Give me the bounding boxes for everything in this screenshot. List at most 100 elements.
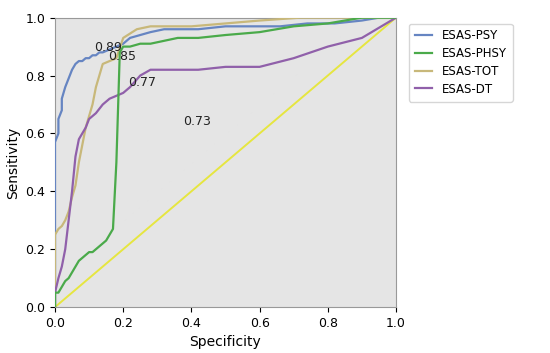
ESAS-DT bbox=[222, 65, 229, 69]
ESAS-PHSY bbox=[103, 238, 109, 243]
X-axis label: Specificity: Specificity bbox=[190, 335, 261, 349]
ESAS-PSY bbox=[250, 24, 256, 29]
ESAS-TOT bbox=[79, 143, 86, 147]
ESAS-TOT bbox=[168, 24, 174, 29]
ESAS-TOT bbox=[52, 233, 58, 237]
Line: ESAS-PHSY: ESAS-PHSY bbox=[55, 18, 396, 307]
ESAS-PSY bbox=[174, 27, 181, 31]
ESAS-PSY bbox=[359, 18, 365, 23]
ESAS-PSY bbox=[161, 27, 167, 31]
ESAS-DT bbox=[126, 85, 133, 89]
ESAS-PSY bbox=[52, 184, 58, 188]
ESAS-TOT bbox=[69, 195, 75, 199]
ESAS-TOT bbox=[365, 16, 372, 20]
ESAS-TOT bbox=[338, 16, 345, 20]
ESAS-PHSY bbox=[106, 233, 113, 237]
ESAS-PSY bbox=[222, 24, 229, 29]
ESAS-DT bbox=[75, 137, 82, 141]
ESAS-TOT bbox=[86, 114, 92, 118]
ESAS-PHSY bbox=[137, 42, 144, 46]
ESAS-TOT bbox=[75, 160, 82, 164]
ESAS-TOT bbox=[134, 27, 140, 31]
ESAS-DT bbox=[58, 264, 65, 269]
ESAS-DT bbox=[62, 247, 69, 251]
ESAS-DT bbox=[137, 73, 144, 78]
Text: 0.89: 0.89 bbox=[94, 41, 122, 54]
ESAS-PHSY bbox=[174, 36, 181, 40]
ESAS-PHSY bbox=[72, 264, 79, 269]
Line: ESAS-PSY: ESAS-PSY bbox=[55, 18, 396, 307]
ESAS-PHSY bbox=[222, 33, 229, 37]
ESAS-PHSY bbox=[117, 50, 123, 54]
ESAS-TOT bbox=[72, 184, 79, 188]
ESAS-PHSY bbox=[65, 276, 72, 280]
ESAS-PSY bbox=[86, 56, 92, 60]
ESAS-PSY bbox=[69, 68, 75, 72]
ESAS-DT bbox=[65, 218, 72, 222]
ESAS-PHSY bbox=[393, 16, 399, 20]
ESAS-PSY bbox=[376, 16, 382, 20]
Line: ESAS-TOT: ESAS-TOT bbox=[55, 18, 396, 307]
ESAS-DT bbox=[393, 16, 399, 20]
ESAS-PSY bbox=[62, 85, 69, 89]
ESAS-PHSY bbox=[58, 285, 65, 289]
ESAS-PHSY bbox=[82, 253, 89, 257]
ESAS-DT bbox=[52, 291, 58, 295]
ESAS-PSY bbox=[52, 276, 58, 280]
ESAS-PSY bbox=[147, 30, 154, 34]
Legend: ESAS-PSY, ESAS-PHSY, ESAS-TOT, ESAS-DT: ESAS-PSY, ESAS-PHSY, ESAS-TOT, ESAS-DT bbox=[409, 24, 513, 102]
ESAS-DT bbox=[52, 305, 58, 309]
ESAS-PSY bbox=[89, 53, 96, 58]
ESAS-TOT bbox=[82, 126, 89, 130]
ESAS-PSY bbox=[92, 53, 99, 58]
ESAS-PHSY bbox=[92, 247, 99, 251]
ESAS-TOT bbox=[147, 24, 154, 29]
ESAS-PHSY bbox=[89, 250, 96, 254]
ESAS-PHSY bbox=[69, 270, 75, 275]
ESAS-PHSY bbox=[62, 279, 69, 283]
ESAS-DT bbox=[290, 56, 297, 60]
ESAS-PSY bbox=[52, 140, 58, 144]
ESAS-DT bbox=[256, 65, 263, 69]
ESAS-PHSY bbox=[75, 259, 82, 263]
ESAS-TOT bbox=[65, 209, 72, 214]
ESAS-PHSY bbox=[359, 16, 365, 20]
ESAS-TOT bbox=[256, 18, 263, 23]
Text: 0.73: 0.73 bbox=[183, 115, 211, 128]
ESAS-TOT bbox=[188, 24, 195, 29]
ESAS-PHSY bbox=[256, 30, 263, 34]
ESAS-TOT bbox=[100, 62, 106, 66]
Text: 0.77: 0.77 bbox=[128, 76, 156, 89]
ESAS-DT bbox=[82, 126, 89, 130]
ESAS-DT bbox=[120, 91, 127, 95]
ESAS-TOT bbox=[106, 59, 113, 63]
ESAS-PHSY bbox=[290, 24, 297, 29]
ESAS-PSY bbox=[277, 24, 283, 29]
ESAS-PSY bbox=[120, 42, 127, 46]
ESAS-PSY bbox=[106, 47, 113, 52]
ESAS-PSY bbox=[96, 50, 103, 54]
ESAS-PSY bbox=[58, 108, 65, 112]
ESAS-PHSY bbox=[120, 44, 127, 49]
ESAS-DT bbox=[69, 189, 75, 193]
ESAS-PSY bbox=[55, 117, 62, 121]
ESAS-TOT bbox=[96, 73, 103, 78]
ESAS-DT bbox=[147, 68, 154, 72]
ESAS-PHSY bbox=[52, 305, 58, 309]
ESAS-DT bbox=[86, 117, 92, 121]
ESAS-TOT bbox=[393, 16, 399, 20]
ESAS-PHSY bbox=[324, 21, 331, 25]
ESAS-TOT bbox=[62, 218, 69, 222]
ESAS-TOT bbox=[113, 56, 120, 60]
ESAS-PHSY bbox=[161, 39, 167, 43]
ESAS-TOT bbox=[222, 21, 229, 25]
ESAS-PHSY bbox=[113, 160, 120, 164]
ESAS-TOT bbox=[52, 299, 58, 304]
ESAS-PHSY bbox=[79, 256, 86, 260]
ESAS-PSY bbox=[304, 21, 311, 25]
ESAS-PSY bbox=[58, 97, 65, 101]
ESAS-PSY bbox=[75, 59, 82, 63]
ESAS-PSY bbox=[79, 59, 86, 63]
ESAS-PHSY bbox=[109, 227, 116, 231]
ESAS-PSY bbox=[52, 305, 58, 309]
